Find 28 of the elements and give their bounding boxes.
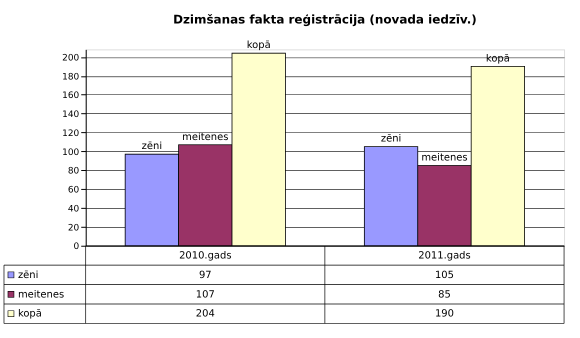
y-tick-label: 120	[62, 128, 80, 139]
text: zēni	[142, 141, 162, 152]
chart-title: Dzimšanas fakta reģistrācija (novada iedzīv.)	[173, 12, 477, 26]
y-tick-label: 160	[62, 91, 80, 102]
y-tick-label: 0	[74, 242, 80, 252]
data-label: 97	[198, 270, 212, 281]
data-label: 105	[434, 270, 454, 281]
legend-label: meitenes	[18, 289, 64, 300]
y-tick-label: 180	[62, 72, 80, 82]
legend-label: zēni	[18, 270, 38, 281]
legend-label: kopā	[18, 308, 42, 320]
y-tick-label: 40	[68, 204, 80, 214]
y-tick-label: 20	[68, 223, 80, 234]
text: meitenes	[421, 152, 468, 164]
text: kopā	[246, 40, 271, 52]
y-tick-label: 60	[68, 186, 80, 196]
y-tick-label: 200	[62, 53, 80, 64]
x-tick-label: 2011.gads	[418, 250, 471, 262]
data-label: 190	[434, 308, 454, 320]
data-label: 85	[438, 289, 451, 300]
y-tick-label: 80	[68, 166, 80, 177]
y-tick-label: 100	[62, 148, 80, 158]
x-tick-label: 2010.gads	[179, 250, 232, 262]
data-label: 204	[196, 308, 215, 320]
text: zēni	[380, 134, 402, 145]
y-tick-label: 140	[62, 110, 80, 120]
data-label: 107	[196, 289, 215, 300]
text: meitenes	[182, 132, 228, 143]
